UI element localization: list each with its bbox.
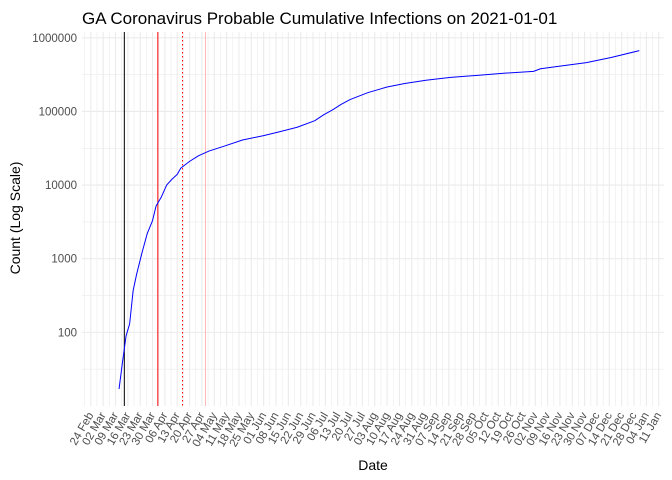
y-tick-label: 1000000 [32, 33, 77, 45]
y-axis-title: Count (Log Scale) [7, 162, 23, 275]
y-tick-label: 100000 [39, 106, 77, 118]
series-layer [118, 50, 640, 390]
x-axis-title: Date [358, 457, 388, 473]
y-tick-label: 10000 [45, 180, 77, 192]
reference-lines [123, 32, 206, 406]
y-tick-label: 1000 [51, 254, 77, 266]
minor-gridlines [82, 32, 664, 406]
chart-title: GA Coronavirus Probable Cumulative Infec… [82, 9, 557, 28]
y-axis-tick-labels: 100 1000 10000 100000 1000000 [32, 33, 77, 340]
series-line [118, 50, 640, 390]
major-gridlines [82, 32, 664, 406]
y-tick-label: 100 [58, 327, 77, 339]
